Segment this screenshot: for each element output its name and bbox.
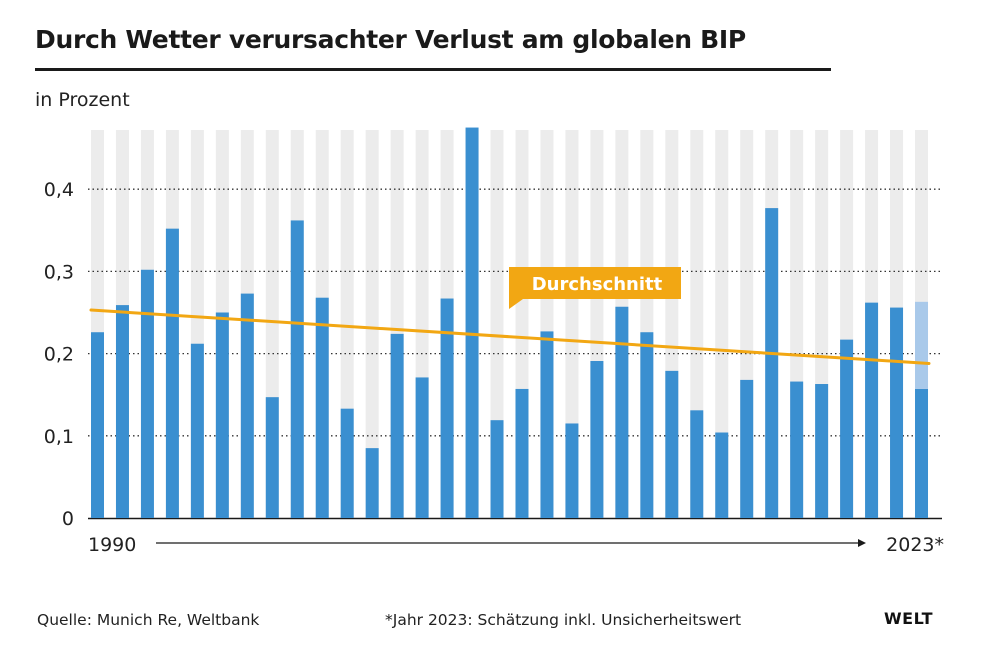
bar (840, 339, 854, 518)
bar (365, 448, 379, 518)
bar (815, 384, 829, 518)
average-label: Durchschnitt (532, 274, 663, 295)
bar (565, 423, 579, 518)
bar (315, 297, 329, 518)
y-tick-label: 0,4 (44, 179, 74, 201)
y-tick-label: 0 (62, 508, 74, 530)
bar (890, 307, 904, 518)
footnote: *Jahr 2023: Schätzung inkl. Unsicherheit… (385, 611, 742, 629)
bar (640, 332, 654, 518)
bars (91, 127, 929, 519)
chart-subtitle: in Prozent (35, 89, 130, 111)
y-tick-label: 0,1 (44, 426, 74, 448)
bar (740, 379, 754, 518)
bar (690, 410, 704, 518)
average-line (89, 308, 931, 365)
bar (590, 360, 604, 518)
x-axis-arrowhead (858, 539, 866, 547)
bar (290, 220, 304, 518)
welt-logo: WELT (884, 609, 934, 628)
x-start-label: 1990 (88, 534, 136, 556)
x-axis: 1990 2023* (88, 534, 944, 556)
bar (440, 298, 454, 518)
bar (790, 381, 804, 518)
bar (765, 208, 779, 518)
bar (240, 293, 254, 518)
column-background (365, 130, 379, 518)
title-underline (35, 68, 831, 71)
bar (390, 333, 404, 518)
bar (190, 343, 204, 518)
bar (140, 269, 154, 518)
column-background (715, 130, 729, 518)
bar (865, 302, 879, 518)
bar (715, 432, 729, 518)
column-background (565, 130, 579, 518)
bar (515, 388, 529, 518)
bar (91, 332, 104, 518)
average-callout (509, 267, 681, 309)
chart-title: Durch Wetter verursachter Verlust am glo… (35, 25, 746, 54)
bar (540, 331, 554, 518)
bar (165, 228, 179, 518)
bar (465, 127, 479, 519)
bar (265, 397, 279, 518)
y-tick-label: 0,3 (44, 261, 74, 283)
bar (340, 408, 354, 518)
source-note: Quelle: Munich Re, Weltbank (37, 611, 260, 629)
bar (415, 377, 429, 518)
bar (665, 370, 679, 518)
bar (915, 388, 929, 518)
y-tick-label: 0,2 (44, 344, 74, 366)
bar (490, 420, 504, 518)
average-trend: Durchschnitt (89, 267, 931, 365)
x-end-label: 2023* (886, 534, 944, 556)
bar (615, 306, 629, 518)
bar (215, 312, 229, 518)
bar (115, 305, 129, 518)
uncertainty-bar (915, 301, 929, 389)
y-axis-tick-labels: 0 0,1 0,2 0,3 0,4 (44, 179, 74, 530)
bar-chart: 0 0,1 0,2 0,3 0,4 Durchschnitt 1990 2023* (44, 127, 944, 556)
